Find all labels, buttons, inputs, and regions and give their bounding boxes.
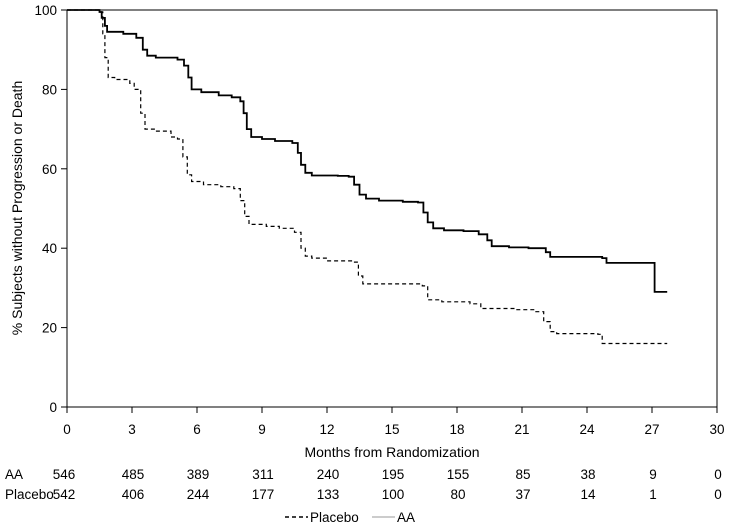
risk-count: 14 [580,487,596,502]
y-tick-label: 80 [42,82,57,97]
risk-count: 1 [649,487,657,502]
risk-count: 9 [649,467,657,482]
legend-label-aa: AA [397,510,415,525]
y-tick-label: 0 [49,400,57,415]
x-tick-label: 15 [384,422,399,437]
series-aa-curve [67,9,668,293]
x-axis-ticks: 0 3 6 9 12 15 18 21 24 27 30 [63,407,725,437]
risk-count: 85 [515,467,530,482]
risk-count: 240 [317,467,340,482]
x-axis-title: Months from Randomization [304,444,479,460]
x-tick-label: 3 [128,422,136,437]
survival-curves [67,9,668,345]
risk-row-label: AA [5,467,23,482]
risk-row-label: Placebo [5,487,54,502]
risk-count: 406 [122,487,145,502]
risk-count: 389 [187,467,210,482]
risk-count: 37 [515,487,530,502]
risk-count: 244 [187,487,210,502]
x-tick-label: 12 [319,422,334,437]
risk-count: 485 [122,467,145,482]
x-tick-label: 0 [63,422,71,437]
y-tick-label: 60 [42,162,57,177]
y-tick-label: 20 [42,321,57,336]
risk-count: 0 [714,487,722,502]
risk-count: 80 [450,487,465,502]
series-placebo-curve [67,9,668,345]
y-tick-label: 100 [34,3,57,18]
risk-count: 177 [252,487,275,502]
legend: Placebo AA [285,510,415,525]
risk-count: 0 [714,467,722,482]
x-tick-label: 30 [709,422,724,437]
risk-count: 38 [580,467,595,482]
x-tick-label: 6 [193,422,201,437]
y-axis-ticks: 0 20 40 60 80 100 [34,3,67,415]
risk-count: 195 [382,467,405,482]
y-axis-title: % Subjects without Progression or Death [9,81,25,335]
risk-count: 100 [382,487,405,502]
x-tick-label: 9 [258,422,266,437]
legend-label-placebo: Placebo [310,510,359,525]
x-tick-label: 18 [449,422,464,437]
risk-count: 133 [317,487,340,502]
x-tick-label: 27 [644,422,659,437]
plot-frame [66,9,718,408]
risk-count: 546 [53,467,76,482]
y-tick-label: 40 [42,241,57,256]
risk-count: 542 [53,487,76,502]
x-tick-label: 24 [579,422,595,437]
risk-count: 155 [447,467,470,482]
risk-count: 311 [252,467,274,482]
x-tick-label: 21 [514,422,529,437]
